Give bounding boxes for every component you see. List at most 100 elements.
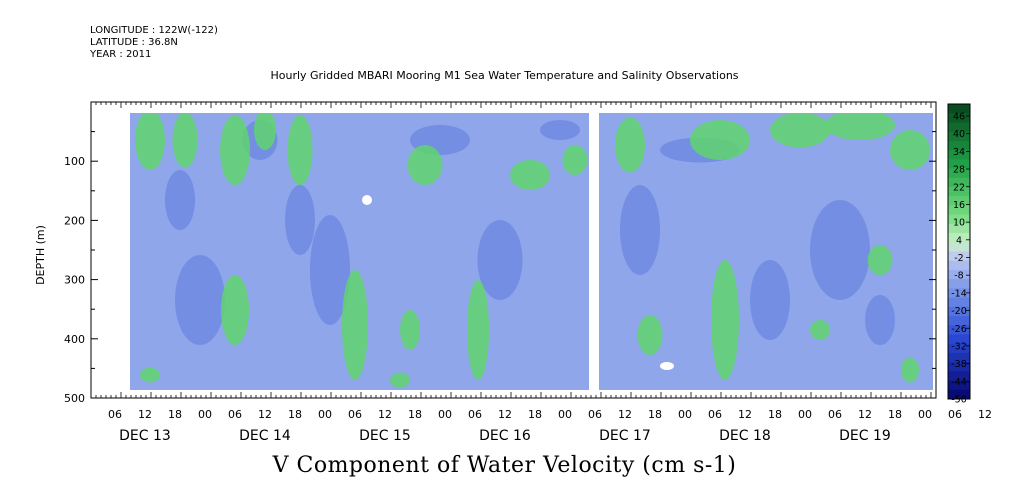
x-date-label: DEC 18 xyxy=(719,428,771,444)
y-tick-label: 500 xyxy=(64,392,85,405)
colorbar-band xyxy=(948,389,970,400)
field-patch-positive xyxy=(390,372,410,388)
field-patch-positive xyxy=(400,310,420,350)
missing-data-spot xyxy=(362,195,372,205)
colorbar-band xyxy=(948,325,970,335)
x-date-label: DEC 13 xyxy=(119,428,171,444)
colorbar-band xyxy=(948,177,970,188)
colorbar-band xyxy=(948,150,970,160)
velocity-field xyxy=(130,113,933,390)
colorbar-tick-label: 4 xyxy=(956,235,962,246)
field-patch-positive xyxy=(467,280,489,380)
field-patch-positive xyxy=(770,113,830,148)
x-tick-label: 12 xyxy=(858,408,872,421)
colorbar-tick-label: 40 xyxy=(953,129,965,140)
colorbar-tick-label: -14 xyxy=(951,288,967,299)
field-patch-positive xyxy=(342,270,368,380)
colorbar-band xyxy=(948,343,970,354)
colorbar-tick-label: -8 xyxy=(954,271,963,282)
colorbar-band xyxy=(948,168,970,179)
colorbar-tick-label: -26 xyxy=(951,324,967,335)
x-tick-label: 12 xyxy=(138,408,152,421)
field-patch-positive xyxy=(890,130,930,170)
colorbar-tick-label: -44 xyxy=(951,377,967,388)
colorbar-band xyxy=(948,288,970,299)
colorbar-tick-label: -2 xyxy=(954,253,963,264)
colorbar-band xyxy=(948,306,970,317)
x-tick-label: 06 xyxy=(948,408,962,421)
x-tick-label: 18 xyxy=(528,408,542,421)
x-tick-label: 06 xyxy=(828,408,842,421)
longitude-label: LONGITUDE : 122W(-122) xyxy=(90,25,218,36)
x-tick-label: 06 xyxy=(348,408,362,421)
colorbar-band xyxy=(948,352,970,363)
colorbar-band xyxy=(948,233,970,243)
colorbar: 46 40 34 28 22 16 10 4 -2 -8 -14 -20 -26 -32 -38 -44 -50 xyxy=(947,103,971,406)
field-patch-positive xyxy=(562,145,588,175)
field-patch-positive xyxy=(254,113,276,150)
field-patch-positive xyxy=(407,145,443,185)
colorbar-band xyxy=(948,196,970,206)
colorbar-tick-label: 46 xyxy=(953,112,965,123)
field-patch-negative xyxy=(865,295,895,345)
colorbar-band xyxy=(948,297,970,308)
y-tick-label: 300 xyxy=(64,274,85,287)
colorbar-band xyxy=(948,131,970,142)
field-patch-positive xyxy=(901,357,919,383)
field-patch-positive xyxy=(825,113,895,140)
colorbar-tick-label: 34 xyxy=(953,147,965,158)
x-axis: 06 12 18 00 06 12 18 00 06 12 18 00 06 12 18 00 06 12 18 00… xyxy=(108,408,1009,444)
colorbar-band xyxy=(948,362,970,372)
field-patch-positive xyxy=(221,275,249,345)
latitude-label: LATITUDE : 36.8N xyxy=(90,37,178,48)
colorbar-label: V Component of Water Velocity (cm s-1) xyxy=(272,453,737,478)
field-patch-negative xyxy=(620,185,660,275)
x-tick-label: 06 xyxy=(228,408,242,421)
colorbar-band xyxy=(948,279,970,289)
x-tick-label: 06 xyxy=(588,408,602,421)
x-tick-label: 18 xyxy=(888,408,902,421)
field-patch-negative xyxy=(310,215,350,325)
field-patch-positive xyxy=(287,115,313,185)
colorbar-tick-label: -38 xyxy=(951,359,967,370)
x-tick-label: 06 xyxy=(468,408,482,421)
field-patch-negative xyxy=(750,260,790,340)
colorbar-band xyxy=(948,104,970,114)
x-tick-label: 00 xyxy=(798,408,812,421)
year-label: YEAR : 2011 xyxy=(90,49,152,60)
x-tick-label: 18 xyxy=(408,408,422,421)
y-tick-label: 400 xyxy=(64,333,85,346)
x-date-label: DEC 17 xyxy=(599,428,651,444)
y-tick-label: 100 xyxy=(64,155,85,168)
x-tick-label: 18 xyxy=(648,408,662,421)
colorbar-tick-label: 16 xyxy=(953,200,965,211)
x-tick-label: 00 xyxy=(678,408,692,421)
y-tick-label: 200 xyxy=(64,214,85,227)
colorbar-tick-label: -50 xyxy=(951,395,967,406)
x-tick-label: 18 xyxy=(288,408,302,421)
x-tick-label: 06 xyxy=(108,408,122,421)
field-patch-positive xyxy=(140,367,160,383)
field-patch-positive xyxy=(135,113,165,170)
colorbar-band xyxy=(948,251,970,262)
x-tick-label: 06 xyxy=(708,408,722,421)
colorbar-band xyxy=(948,316,970,326)
x-date-label: DEC 19 xyxy=(839,428,891,444)
x-tick-label: 00 xyxy=(918,408,932,421)
y-axis-label: DEPTH (m) xyxy=(34,225,47,285)
colorbar-band xyxy=(948,214,970,225)
field-patch-positive xyxy=(220,115,250,185)
colorbar-band xyxy=(948,159,970,170)
x-tick-label: 00 xyxy=(198,408,212,421)
missing-data-spot xyxy=(660,362,674,370)
x-tick-label: 12 xyxy=(978,408,992,421)
x-tick-label: 12 xyxy=(498,408,512,421)
colorbar-tick-label: -20 xyxy=(951,306,967,317)
x-tick-label: 18 xyxy=(768,408,782,421)
x-tick-label: 18 xyxy=(168,408,182,421)
x-tick-label: 12 xyxy=(618,408,632,421)
x-date-label: DEC 14 xyxy=(239,428,291,444)
x-tick-label: 12 xyxy=(738,408,752,421)
field-patch-positive xyxy=(867,245,893,275)
